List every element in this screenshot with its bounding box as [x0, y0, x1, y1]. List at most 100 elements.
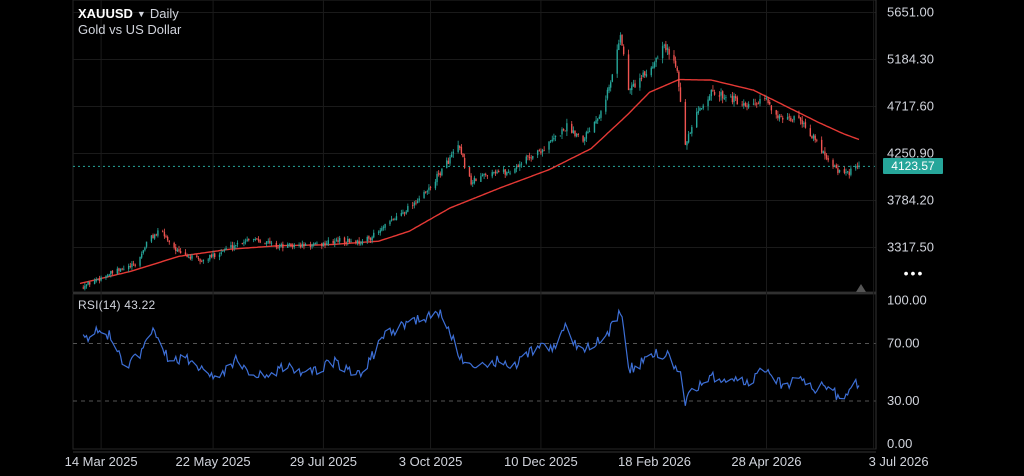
more-dots-icon[interactable]: •••: [903, 265, 925, 281]
candle-body: [622, 46, 625, 55]
candle-body: [741, 104, 743, 106]
candle-body: [233, 245, 235, 249]
candle-body: [145, 241, 148, 247]
candle-body: [532, 156, 534, 159]
candle-body: [338, 237, 341, 242]
candle-body: [730, 96, 732, 98]
candle-body: [202, 259, 205, 262]
candle-body: [593, 121, 596, 133]
candle-body: [402, 212, 404, 214]
candle-body: [585, 132, 588, 139]
candle-body: [686, 141, 688, 146]
caret-down-icon[interactable]: ▼: [136, 9, 146, 19]
candle-body: [277, 246, 279, 248]
candle-body: [673, 55, 675, 61]
candle-body: [462, 153, 464, 158]
candle-body: [269, 241, 271, 244]
candle-body: [827, 157, 829, 161]
candle-body: [574, 130, 576, 136]
candle-body: [611, 74, 614, 82]
candle-body: [791, 120, 794, 122]
candle-body: [598, 116, 601, 119]
candle-body: [173, 242, 175, 248]
candle-body: [162, 231, 164, 232]
candle-body: [411, 205, 414, 207]
candle-body: [168, 240, 170, 243]
candle-body: [584, 138, 586, 141]
candle-body: [645, 74, 648, 77]
candle-body: [835, 164, 837, 169]
candle-body: [201, 261, 203, 263]
candle-body: [765, 98, 768, 99]
candle-body: [548, 141, 550, 150]
chart-header[interactable]: XAUUSD ▼ Daily: [78, 5, 179, 24]
rsi-pane-frame: [72, 293, 877, 450]
candle-body: [515, 166, 518, 169]
candle-body: [566, 123, 568, 132]
candle-body: [290, 243, 292, 247]
candle-body: [734, 96, 737, 99]
candle-body: [809, 128, 812, 137]
candle-body: [788, 116, 790, 118]
candle-body: [502, 169, 505, 172]
candle-body: [209, 254, 211, 260]
timeframe-label[interactable]: Daily: [149, 6, 179, 21]
rsi-axis-label: 0.00: [887, 436, 912, 451]
candle-body: [559, 135, 562, 137]
candle-body: [575, 134, 578, 137]
candle-body: [230, 245, 232, 248]
candle-body: [325, 243, 328, 246]
rsi-line: [82, 308, 860, 406]
candle-body: [799, 117, 802, 121]
candle-body: [413, 202, 416, 206]
candle-body: [639, 78, 641, 88]
candle-body: [132, 263, 135, 265]
candle-body: [786, 117, 789, 120]
candle-body: [84, 285, 86, 289]
candle-body: [707, 99, 709, 107]
candle-body: [720, 92, 722, 96]
candle-body: [691, 127, 693, 134]
candle-body: [666, 47, 669, 50]
candle-body: [845, 172, 847, 174]
candle-body: [708, 96, 711, 101]
candle-body: [657, 57, 659, 59]
candle-body: [450, 154, 453, 158]
candle-body: [746, 105, 748, 107]
candle-body: [491, 172, 493, 177]
candle-body: [540, 151, 542, 154]
candle-body: [472, 182, 474, 184]
candle-body: [301, 243, 304, 247]
candle-body: [144, 247, 146, 251]
candle-body: [684, 101, 687, 145]
candle-body: [118, 268, 120, 271]
candle-body: [225, 248, 227, 250]
candle-body: [553, 137, 555, 140]
candle-body: [270, 242, 273, 244]
symbol-name[interactable]: XAUUSD: [78, 6, 133, 21]
candle-body: [629, 89, 631, 91]
candle-body: [235, 245, 237, 246]
candle-body: [416, 201, 419, 204]
price-axis-label: 4250.90: [887, 146, 934, 161]
candle-body: [663, 44, 665, 46]
candle-body: [345, 241, 347, 243]
candle-body: [837, 168, 839, 174]
candle-body: [392, 218, 394, 220]
time-axis-label: 10 Dec 2025: [504, 454, 578, 469]
moving-average-layer: [79, 78, 860, 285]
candle-body: [718, 95, 721, 97]
candle-body: [562, 129, 565, 131]
rsi-legend[interactable]: RSI(14) 43.22: [78, 298, 155, 312]
candle-body: [757, 103, 760, 105]
candle-body: [767, 99, 769, 103]
candle-body: [855, 166, 857, 169]
candle-body: [650, 67, 652, 76]
candle-body: [460, 147, 463, 154]
candle-body: [231, 245, 234, 249]
time-axis-label: 22 May 2025: [175, 454, 250, 469]
candle-body: [764, 98, 766, 99]
candle-body: [252, 239, 255, 240]
